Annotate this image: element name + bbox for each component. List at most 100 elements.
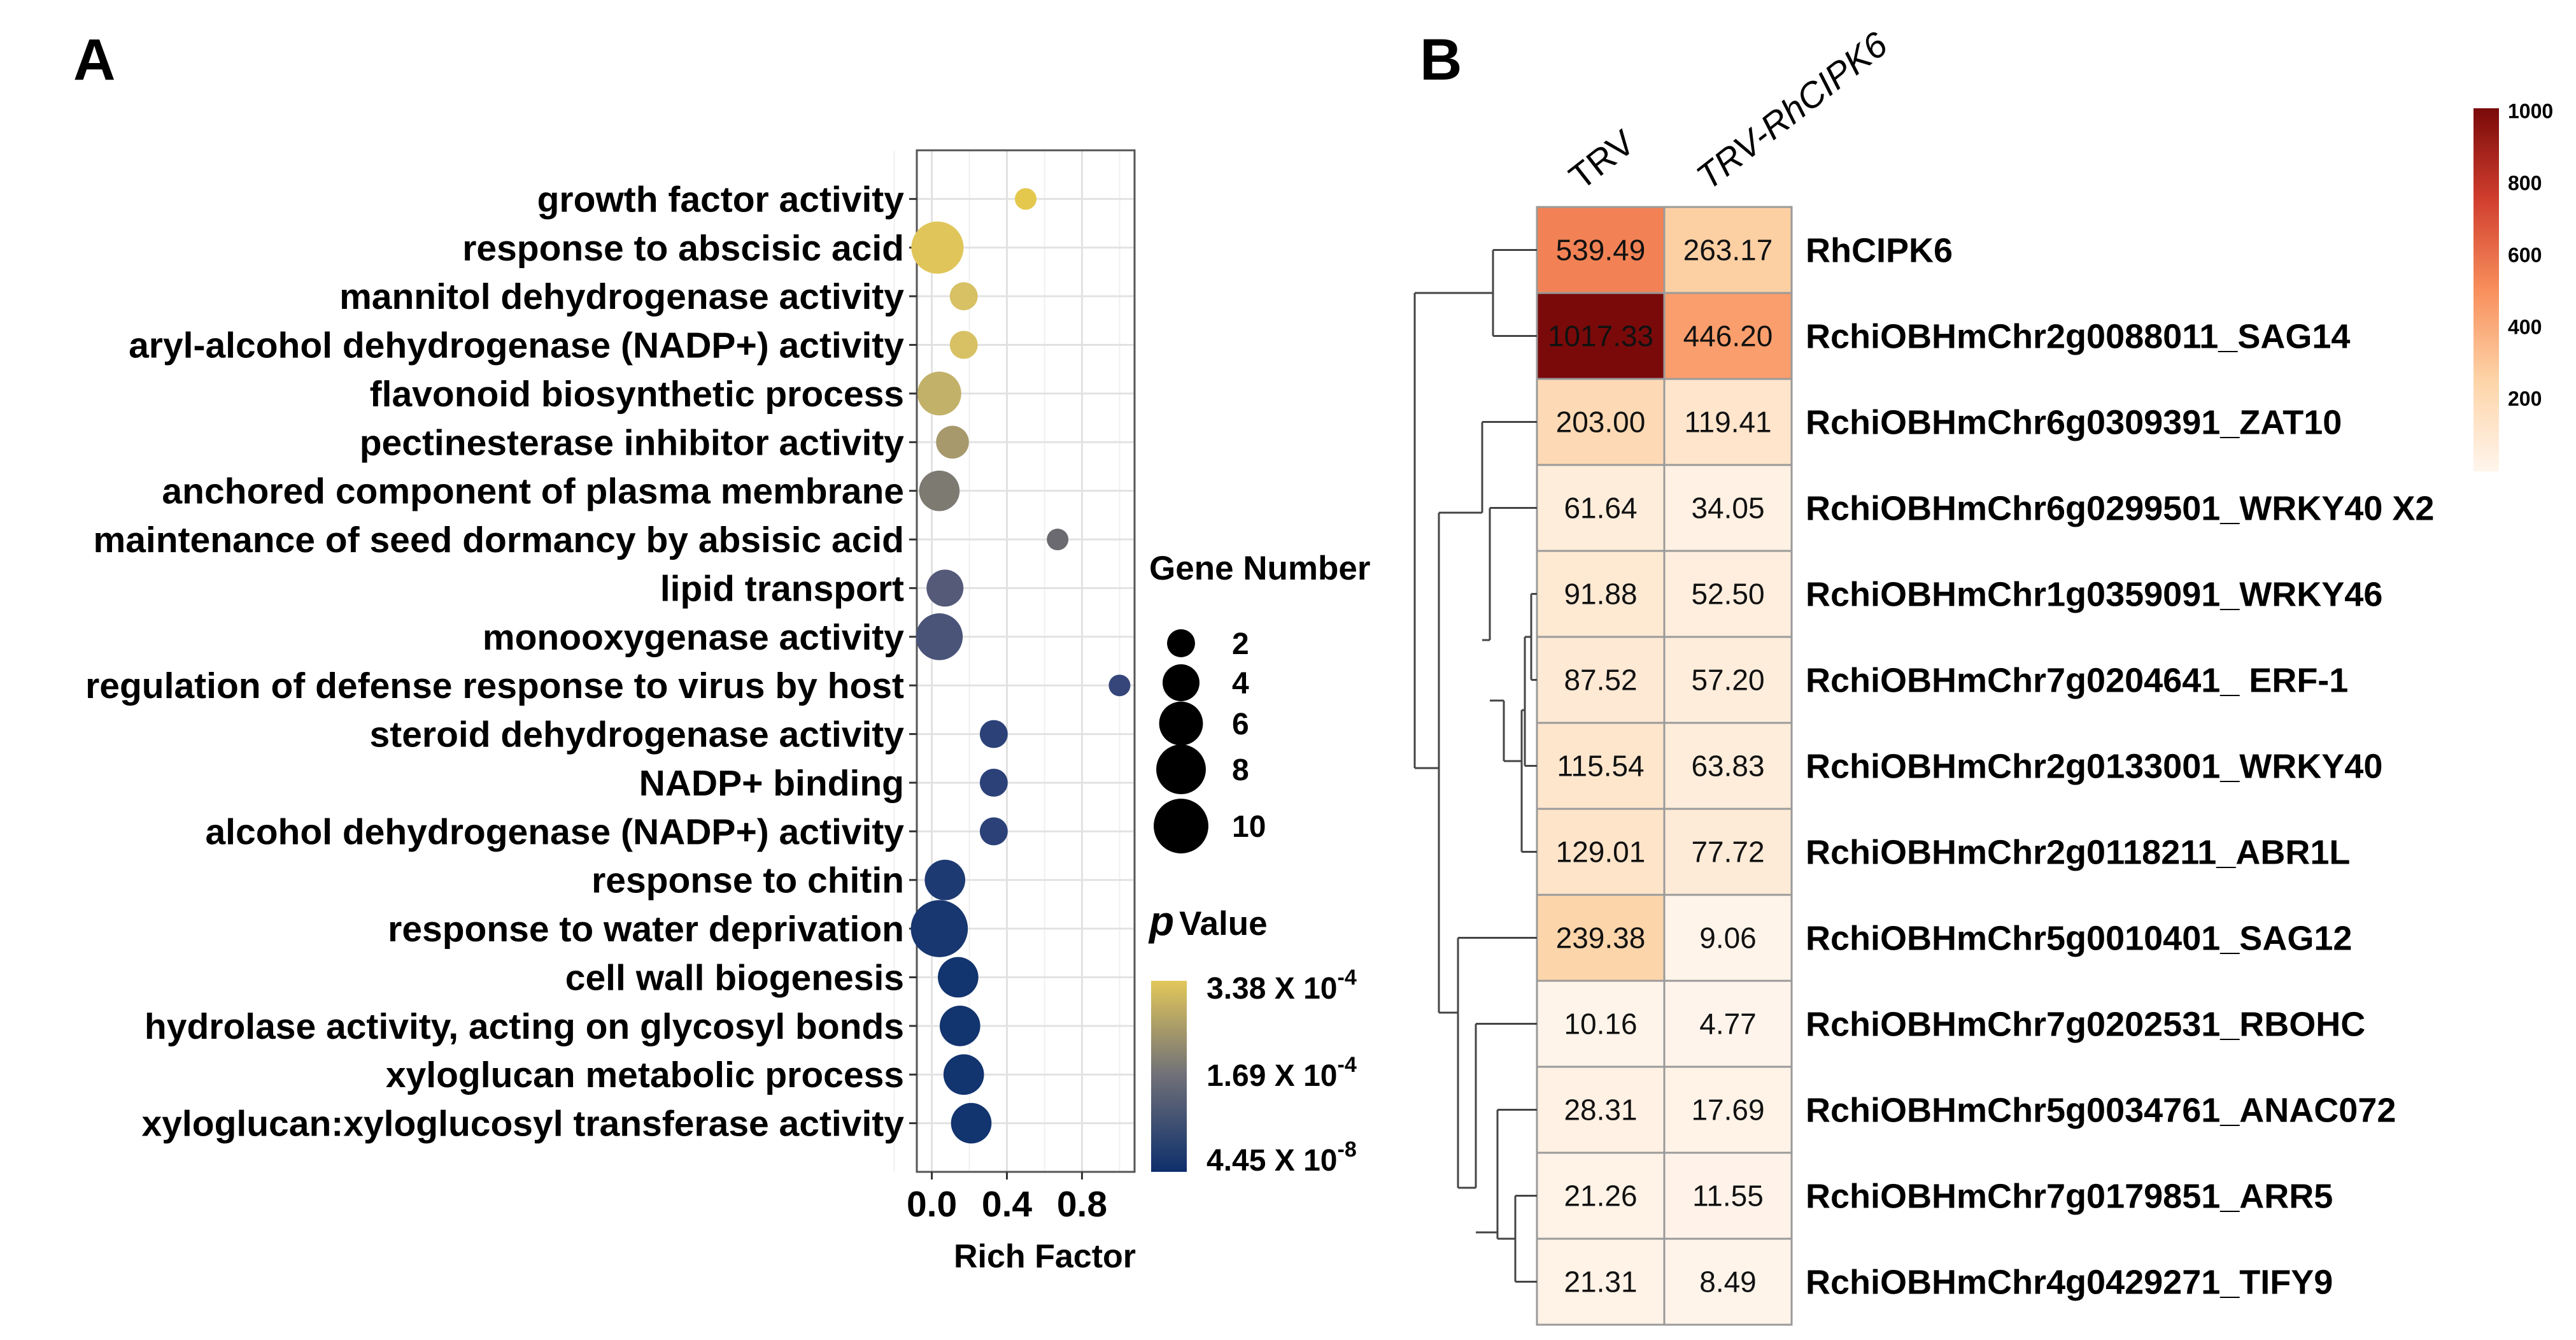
colorbar-tick-label: 600 — [2508, 243, 2542, 266]
colorbar-tick-label: 1000 — [2508, 100, 2553, 123]
x-tick-label: 0.0 — [907, 1184, 957, 1225]
row-label: RchiOBHmChr7g0204641_ ERF-1 — [1806, 662, 2348, 700]
bubble-point — [938, 957, 979, 998]
bubble-point — [979, 768, 1008, 797]
bubble-point — [919, 470, 960, 511]
heatmap-cell — [1663, 1151, 1793, 1240]
bubble-point — [949, 282, 978, 311]
x-axis-title: Rich Factor — [954, 1238, 1136, 1275]
heatmap-cell — [1663, 722, 1793, 810]
term-label: growth factor activity — [537, 179, 905, 220]
plot-background — [917, 150, 1135, 1172]
heatmap-cell — [1536, 378, 1666, 466]
size-legend-circle — [1156, 745, 1206, 794]
row-label: RchiOBHmChr5g0034761_ANAC072 — [1806, 1092, 2396, 1130]
term-label: anchored component of plasma membrane — [162, 471, 904, 512]
term-label: regulation of defense response to virus … — [85, 666, 904, 706]
size-legend-circle — [1167, 629, 1195, 657]
cell-value-label: 21.31 — [1564, 1265, 1637, 1299]
color-legend-exponent: -8 — [1338, 1137, 1357, 1162]
term-label: cell wall biogenesis — [565, 957, 904, 998]
cell-value-label: 446.20 — [1683, 320, 1773, 353]
bubble-point — [910, 900, 968, 957]
cell-value-label: 28.31 — [1564, 1094, 1637, 1127]
dendrogram — [1413, 249, 1537, 1283]
cell-value-label: 61.64 — [1564, 492, 1637, 525]
colorbar: 200 400 600 800 1000 — [2473, 100, 2553, 471]
term-label: response to water deprivation — [388, 909, 904, 950]
term-label: mannitol dehydrogenase activity — [339, 276, 904, 317]
cell-value-label: 263.17 — [1683, 234, 1773, 267]
heatmap-cell — [1663, 206, 1793, 294]
bubble-point — [917, 371, 961, 416]
row-label: RchiOBHmChr7g0202531_RBOHC — [1806, 1006, 2365, 1044]
term-label: alcohol dehydrogenase (NADP+) activity — [205, 811, 904, 852]
size-legend-circle — [1163, 664, 1200, 701]
cell-value-label: 119.41 — [1684, 406, 1771, 439]
bubble-point — [911, 221, 964, 274]
heatmap-cell — [1663, 808, 1793, 896]
bubble-point — [936, 425, 969, 459]
row-label: RchiOBHmChr4g0429271_TIFY9 — [1806, 1264, 2333, 1302]
cell-value-label: 4.77 — [1699, 1008, 1757, 1041]
term-label: lipid transport — [660, 568, 904, 609]
heatmap-cell — [1536, 894, 1666, 982]
row-label: RchiOBHmChr7g0179851_ARR5 — [1806, 1178, 2333, 1216]
cell-value-label: 239.38 — [1556, 922, 1646, 955]
bubble-point — [924, 859, 966, 901]
heatmap: TRV TRV-RhCIPK6 539.49 263.17 RhCIPK6 1017.33… — [1536, 24, 2434, 1326]
heatmap-cell — [1663, 636, 1793, 724]
column-label: TRV-RhCIPK6 — [1689, 24, 1895, 197]
x-tick-label: 0.8 — [1057, 1184, 1107, 1225]
bubble-point — [939, 1006, 980, 1046]
cell-value-label: 9.06 — [1699, 922, 1757, 955]
size-legend-label: 4 — [1232, 667, 1249, 701]
row-label: RhCIPK6 — [1806, 232, 1953, 270]
cell-value-label: 539.49 — [1556, 234, 1646, 267]
term-label: xyloglucan:xyloglucosyl transferase acti… — [142, 1104, 905, 1144]
cell-value-label: 203.00 — [1556, 406, 1646, 439]
column-label: TRV — [1562, 122, 1643, 197]
term-label: response to chitin — [591, 860, 904, 901]
bubble-chart: growth factor activity response to abscis… — [85, 149, 1136, 1275]
x-tick-label: 0.4 — [982, 1184, 1033, 1225]
cell-value-label: 63.83 — [1691, 750, 1764, 783]
colorbar-tick-label: 400 — [2508, 315, 2542, 338]
size-legend-label: 8 — [1232, 753, 1249, 787]
colorbar-gradient — [2473, 108, 2499, 471]
size-legend-circle — [1159, 701, 1203, 746]
term-label: monooxygenase activity — [483, 617, 904, 658]
cell-value-label: 1017.33 — [1548, 320, 1653, 353]
cell-value-label: 21.26 — [1564, 1180, 1637, 1213]
color-legend-exponent: -4 — [1338, 966, 1357, 990]
color-legend-title-rest: Value — [1179, 905, 1267, 943]
term-label: hydrolase activity, acting on glycosyl b… — [145, 1006, 904, 1047]
bubble-point — [1015, 188, 1037, 210]
panel-a-letter: A — [73, 27, 115, 92]
color-legend-base: 4.45 X 10 — [1207, 1144, 1338, 1178]
row-label: RchiOBHmChr2g0118211_ABR1L — [1806, 834, 2350, 872]
color-legend-base: 1.69 X 10 — [1207, 1059, 1338, 1093]
color-legend-exponent: -4 — [1338, 1053, 1357, 1077]
cell-value-label: 115.54 — [1557, 750, 1644, 783]
color-legend-title: p Value — [1148, 898, 1268, 944]
row-label: RchiOBHmChr1g0359091_WRKY46 — [1806, 576, 2382, 614]
term-label: maintenance of seed dormancy by absisic … — [94, 520, 904, 560]
bubble-point — [916, 613, 963, 660]
color-legend-title-p: p — [1148, 898, 1174, 944]
row-label: RchiOBHmChr6g0299501_WRKY40 X2 — [1806, 490, 2434, 528]
heatmap-cell — [1663, 1237, 1793, 1326]
color-legend-label-high: 3.38 X 10-4 — [1207, 966, 1357, 1006]
row-label: RchiOBHmChr2g0088011_SAG14 — [1806, 318, 2350, 356]
plot-border — [916, 149, 1136, 1173]
term-label: xyloglucan metabolic process — [386, 1055, 904, 1095]
cell-value-label: 10.16 — [1564, 1008, 1637, 1041]
term-label: steroid dehydrogenase activity — [370, 715, 905, 755]
bubble-point — [1047, 529, 1069, 551]
cell-value-label: 11.55 — [1692, 1180, 1764, 1213]
bubble-point — [949, 331, 978, 359]
row-label: RchiOBHmChr6g0309391_ZAT10 — [1806, 404, 2342, 442]
size-legend-title: Gene Number — [1149, 550, 1371, 587]
